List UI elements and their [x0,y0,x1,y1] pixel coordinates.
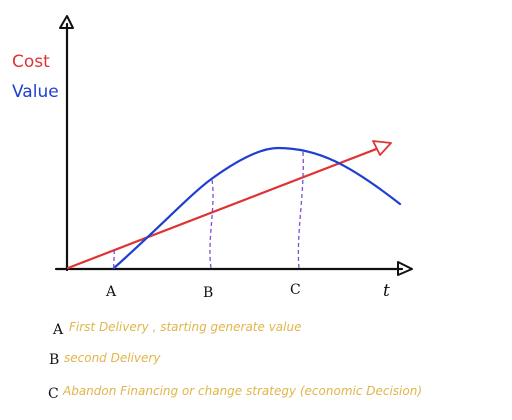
y-axis-arrowhead [59,15,74,29]
x-axis-arrowhead [397,261,413,276]
note-a-text: First Delivery , starting generate value [69,320,301,334]
note-c-text: Abandon Financing or change strategy (ec… [62,384,422,398]
value-curve [112,146,402,270]
cost-legend-label: Cost [12,52,50,72]
x-tick-a: A [105,284,117,300]
note-b-letter: B [49,352,59,368]
marker-b-dashed-line [209,179,214,269]
value-legend-label: Value [12,82,59,102]
cost-line [66,144,386,270]
x-axis-label: t [383,281,390,301]
marker-c-dashed-line [297,151,304,269]
note-a-letter: A [52,322,64,338]
cost-line-arrowhead [372,140,392,156]
note-c-letter: C [48,386,59,402]
x-tick-c: C [290,282,301,298]
x-tick-b: B [203,285,213,301]
note-b-text: second Delivery [64,351,161,365]
marker-a-dashed-line [113,249,115,269]
